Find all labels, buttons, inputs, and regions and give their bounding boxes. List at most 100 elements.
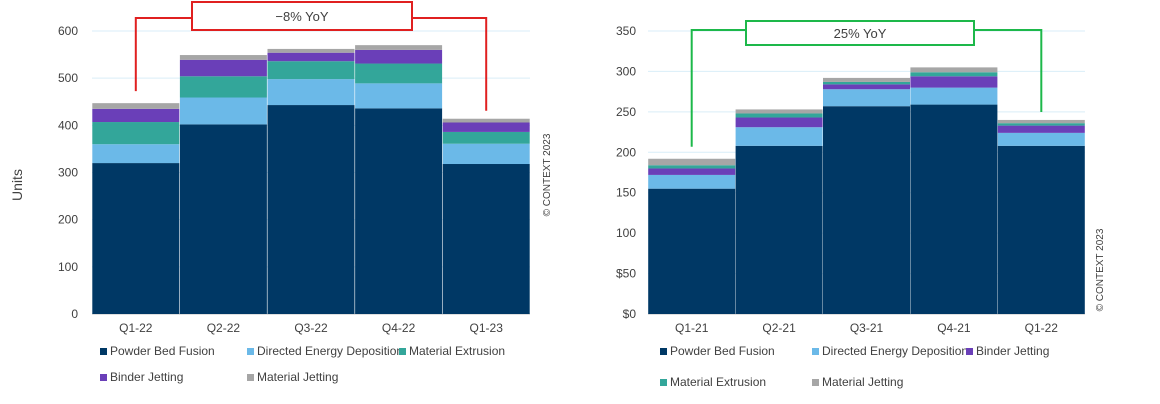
legend-label: Binder Jetting [976,344,1049,358]
bar-segment-material-extrusion [823,81,910,85]
legend-swatch [812,379,819,386]
bar-segment-material-jetting [267,48,355,53]
x-tick-label: Q1-21 [675,321,709,335]
bar-segment-material-extrusion [267,61,355,80]
bar-segment-directed-energy-deposition [267,79,355,106]
legend-swatch [100,374,107,381]
bar-segment-powder-bed-fusion [910,104,998,314]
bar-segment-directed-energy-deposition [997,132,1085,146]
bar-segment-material-jetting [179,55,267,60]
legend-label: Binder Jetting [110,370,183,384]
bar-segment-binder-jetting [92,108,180,123]
legend-swatch [399,348,406,355]
bar-segment-directed-energy-deposition [355,83,443,109]
bar-segment-binder-jetting [735,117,823,128]
legend-label: Powder Bed Fusion [110,344,215,358]
bar-segment-powder-bed-fusion [355,108,443,314]
y-tick-label: $0 [623,307,637,321]
bar-segment-powder-bed-fusion [442,164,530,314]
bar-segment-material-extrusion [910,72,998,77]
y-tick-label: 600 [58,24,78,38]
legend-swatch [660,379,667,386]
x-tick-label: Q1-23 [470,321,504,335]
legend-label: Material Extrusion [409,344,505,358]
chart-1: 0 100 200 300 400 500 600 Q1-22 Q2-22 Q3-22 Q4-22 Q… [9,1,553,384]
yoy-bracket-left [690,29,746,147]
bar-segment-powder-bed-fusion [997,145,1085,314]
y-tick-label: 500 [58,71,78,85]
bar-segment-material-jetting [735,109,823,114]
x-tick-label: Q1-22 [119,321,153,335]
y-tick-label: 200 [616,145,636,159]
y-tick-label: $50 [616,267,636,281]
bar-segment-material-extrusion [997,123,1085,126]
copyright-label: © CONTEXT 2023 [1095,228,1106,311]
yoy-annotation-label: −8% YoY [275,9,328,24]
bar-segment-material-jetting [442,118,530,123]
yoy-bracket-left [134,17,192,92]
bar-segment-powder-bed-fusion [267,105,355,314]
bar-segment-directed-energy-deposition [92,144,180,164]
yoy-annotation-label: 25% YoY [834,26,887,41]
legend-label: Material Jetting [257,370,338,384]
bar-segment-material-jetting [997,119,1085,124]
yoy-annotation-box [745,20,975,46]
bar-segment-powder-bed-fusion [92,163,180,314]
yoy-bracket-right [412,17,488,111]
chart-2: $0 $50 100 150 200 250 300 350 Q1-21 Q2-21 Q3-21 Q4… [616,20,1106,389]
legend-swatch [812,348,819,355]
bar-segment-binder-jetting [823,84,910,90]
bar-segment-material-extrusion [648,165,736,169]
bar-segment-binder-jetting [179,59,267,77]
bar-segment-binder-jetting [648,168,736,175]
bar-segment-material-jetting [648,158,736,166]
x-tick-label: Q2-21 [762,321,796,335]
copyright-label: © CONTEXT 2023 [542,133,553,216]
x-tick-label: Q3-22 [294,321,328,335]
bar-segment-directed-energy-deposition [442,143,530,165]
legend-label: Material Extrusion [670,375,766,389]
bar-segment-directed-energy-deposition [910,87,998,105]
y-tick-label: 100 [58,260,78,274]
legend-swatch [660,348,667,355]
bar-segment-material-extrusion [179,76,267,98]
bar-segment-directed-energy-deposition [179,97,267,125]
legend-label: Directed Energy Deposition [822,344,968,358]
y-tick-label: 150 [616,186,636,200]
y-tick-label: 100 [616,226,636,240]
bar-segment-directed-energy-deposition [648,174,736,189]
bar-segment-directed-energy-deposition [735,127,823,146]
yoy-annotation-box [191,1,413,31]
x-tick-label: Q1-22 [1025,321,1059,335]
bar-segment-binder-jetting [910,76,998,88]
bar-segment-powder-bed-fusion [648,188,736,314]
y-axis-title: Units [9,169,25,201]
y-tick-label: 0 [71,307,78,321]
bar-segment-material-jetting [910,67,998,73]
legend-swatch [247,374,254,381]
y-tick-label: 300 [616,64,636,78]
bar-segment-material-jetting [823,77,910,82]
x-tick-label: Q4-22 [382,321,416,335]
x-tick-label: Q3-21 [850,321,884,335]
x-tick-label: Q2-22 [207,321,241,335]
legend-label: Powder Bed Fusion [670,344,775,358]
bar-segment-material-extrusion [735,113,823,118]
bar-segment-powder-bed-fusion [823,106,910,314]
y-tick-label: 400 [58,118,78,132]
bar-segment-powder-bed-fusion [735,145,823,314]
bar-segment-material-extrusion [442,131,530,144]
bar-segment-material-jetting [92,103,180,109]
yoy-bracket-right [974,29,1043,112]
bar-segment-directed-energy-deposition [823,89,910,107]
y-tick-label: 350 [616,24,636,38]
y-tick-label: 300 [58,166,78,180]
bar-segment-binder-jetting [997,125,1085,133]
legend-swatch [100,348,107,355]
legend-swatch [247,348,254,355]
bar-segment-binder-jetting [442,122,530,132]
bar-segment-powder-bed-fusion [179,124,267,314]
y-tick-label: 250 [616,105,636,119]
legend-label: Directed Energy Deposition [257,344,403,358]
